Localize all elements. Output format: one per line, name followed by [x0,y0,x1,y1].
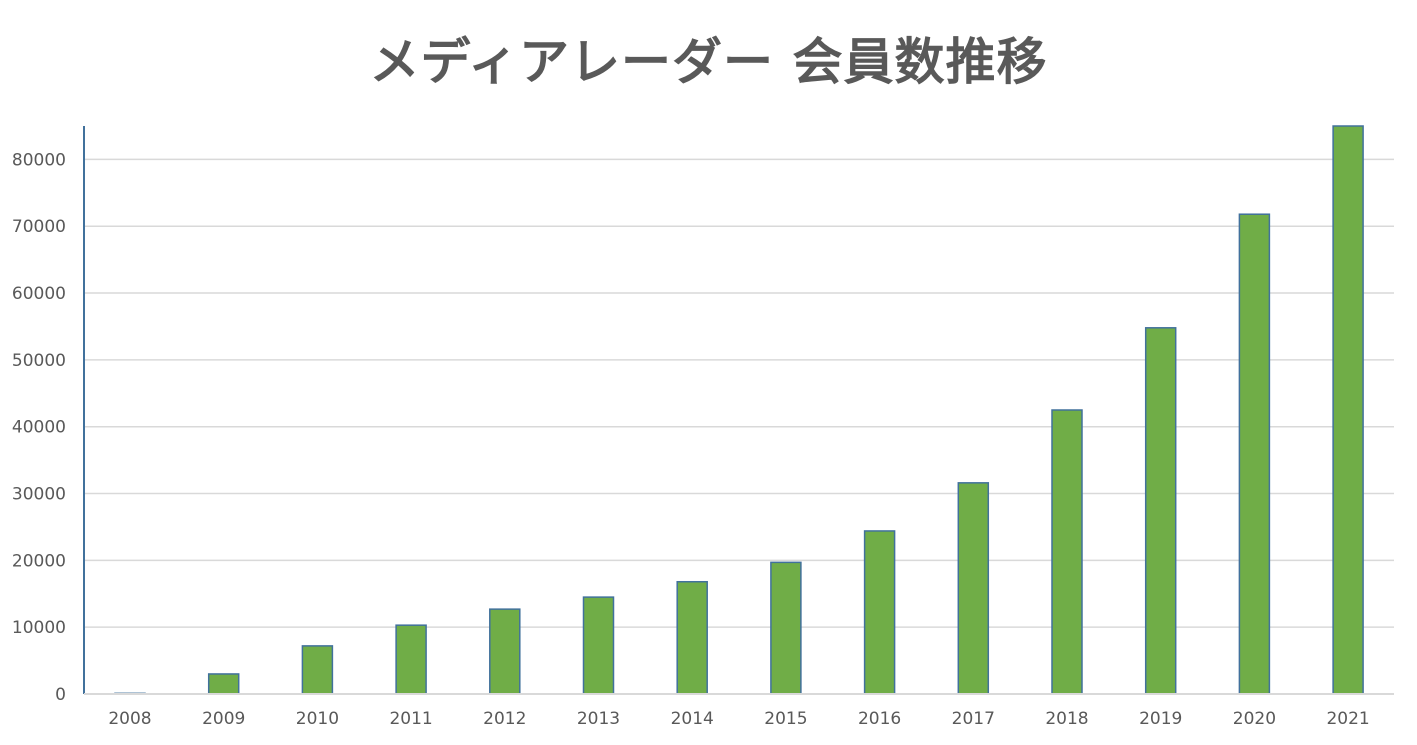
bar [582,596,615,695]
bar [1144,327,1177,695]
x-tick-label: 2011 [389,709,432,729]
y-tick-label: 40000 [12,418,66,438]
x-tick-label: 2021 [1326,709,1369,729]
x-tick-label: 2017 [952,709,995,729]
y-tick-label: 70000 [12,217,66,237]
x-tick-label: 2019 [1139,709,1182,729]
x-tick-label: 2020 [1233,709,1276,729]
bar [395,624,427,695]
bar [1051,409,1083,695]
bar [1332,125,1364,695]
x-tick-label: 2018 [1045,709,1088,729]
bar [957,482,990,695]
y-tick-label: 30000 [12,485,66,505]
y-tick-label: 80000 [12,150,66,170]
bar [207,673,240,695]
y-tick-label: 20000 [12,551,66,571]
bar [1238,213,1271,695]
x-tick-label: 2014 [671,709,714,729]
x-tick-label: 2013 [577,709,620,729]
x-tick-label: 2015 [764,709,807,729]
x-tick-label: 2008 [108,709,151,729]
y-tick-label: 60000 [12,284,66,304]
x-tick-label: 2012 [483,709,526,729]
y-tick-label: 10000 [12,618,66,638]
x-tick-label: 2016 [858,709,901,729]
x-tick-label: 2010 [296,709,339,729]
chart-title: メディアレーダー 会員数推移 [369,33,1048,91]
gridlines [84,158,1394,628]
x-tick-label: 2009 [202,709,245,729]
y-tick-labels: 0 10000 20000 30000 40000 50000 60000 70000 8000… [12,150,66,705]
y-tick-label: 0 [55,685,66,705]
axes [83,126,1394,695]
bars [114,125,1364,695]
bar [863,530,896,695]
x-tick-labels: 2008 2009 2010 2011 2012 2013 2014 2015 2016 2017… [108,709,1369,729]
bar [770,561,802,695]
bar [489,608,521,695]
y-tick-label: 50000 [12,351,66,371]
bar [676,580,708,695]
bar [301,645,334,695]
